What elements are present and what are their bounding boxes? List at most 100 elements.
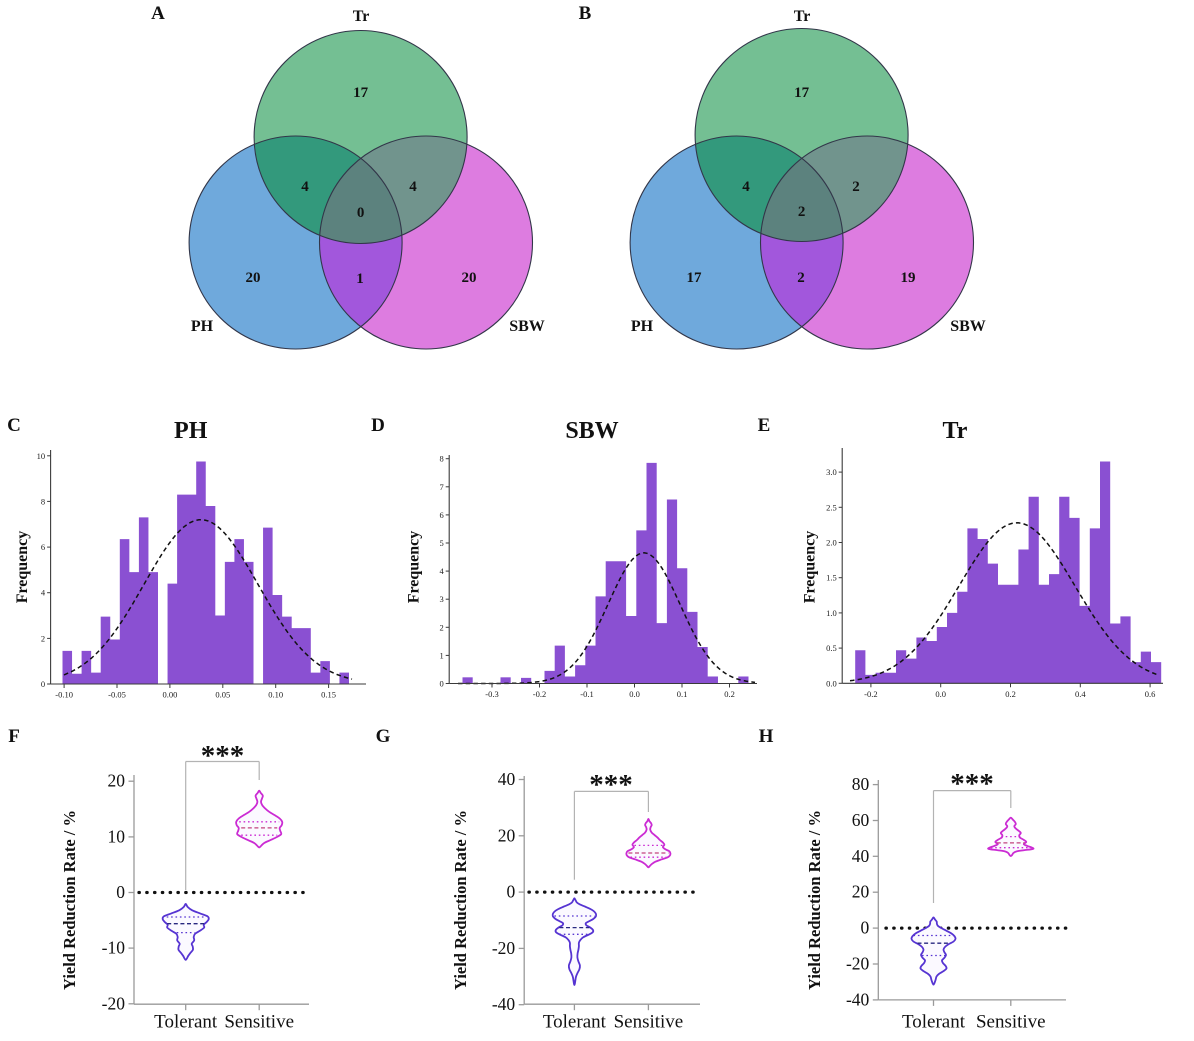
svg-text:F: F — [8, 726, 20, 747]
svg-text:C: C — [7, 415, 21, 436]
svg-text:Sensitive: Sensitive — [614, 1012, 684, 1033]
svg-text:1: 1 — [356, 271, 364, 287]
svg-text:20: 20 — [246, 270, 261, 286]
svg-text:0.05: 0.05 — [215, 690, 230, 700]
svg-text:-0.3: -0.3 — [485, 689, 498, 699]
svg-text:Frequency: Frequency — [406, 531, 423, 604]
svg-text:-10: -10 — [102, 938, 126, 958]
svg-text:2: 2 — [852, 179, 860, 195]
svg-text:4: 4 — [41, 588, 46, 598]
svg-text:0.4: 0.4 — [1075, 689, 1086, 699]
svg-text:Frequency: Frequency — [802, 531, 819, 604]
svg-text:0.0: 0.0 — [826, 678, 837, 688]
svg-text:80: 80 — [852, 774, 870, 794]
svg-text:0: 0 — [357, 205, 365, 221]
svg-text:6: 6 — [439, 510, 443, 520]
svg-text:0: 0 — [41, 679, 45, 689]
svg-text:20: 20 — [462, 270, 477, 286]
svg-text:Tolerant: Tolerant — [543, 1012, 607, 1033]
svg-text:2.0: 2.0 — [826, 538, 837, 548]
svg-text:-20: -20 — [846, 953, 870, 973]
svg-text:-0.2: -0.2 — [864, 689, 877, 699]
svg-text:Yield Reduction Rate / %: Yield Reduction Rate / % — [805, 810, 824, 990]
svg-text:4: 4 — [301, 179, 309, 195]
svg-text:G: G — [376, 726, 391, 747]
svg-text:PH: PH — [174, 418, 208, 444]
svg-text:6: 6 — [41, 542, 45, 552]
svg-text:PH: PH — [631, 318, 654, 335]
svg-text:Frequency: Frequency — [14, 531, 31, 604]
svg-text:-0.2: -0.2 — [533, 689, 546, 699]
svg-text:40: 40 — [852, 846, 870, 866]
svg-text:20: 20 — [852, 882, 870, 902]
svg-text:Sensitive: Sensitive — [976, 1012, 1046, 1033]
svg-text:1.5: 1.5 — [826, 573, 837, 583]
svg-text:2: 2 — [41, 633, 45, 643]
svg-text:17: 17 — [687, 270, 703, 286]
svg-text:SBW: SBW — [509, 318, 545, 335]
svg-text:10: 10 — [108, 826, 126, 846]
svg-text:0: 0 — [116, 882, 125, 902]
svg-text:E: E — [758, 415, 771, 436]
svg-text:D: D — [371, 415, 385, 436]
svg-text:8: 8 — [41, 496, 45, 506]
svg-text:PH: PH — [191, 318, 214, 335]
svg-text:-40: -40 — [492, 994, 516, 1014]
svg-text:SBW: SBW — [565, 418, 618, 444]
svg-text:17: 17 — [353, 85, 369, 101]
svg-text:0.6: 0.6 — [1145, 689, 1156, 699]
svg-text:0.00: 0.00 — [162, 690, 177, 700]
svg-text:0.15: 0.15 — [321, 690, 336, 700]
svg-text:0: 0 — [861, 918, 870, 938]
svg-text:4: 4 — [742, 179, 750, 195]
svg-text:Sensitive: Sensitive — [224, 1012, 294, 1033]
svg-text:0: 0 — [439, 679, 443, 689]
svg-text:Tr: Tr — [943, 418, 968, 444]
svg-text:SBW: SBW — [950, 318, 986, 335]
svg-text:40: 40 — [498, 769, 516, 789]
svg-text:60: 60 — [852, 810, 870, 830]
svg-text:10: 10 — [37, 451, 46, 461]
svg-text:H: H — [759, 726, 774, 747]
svg-text:4: 4 — [409, 179, 417, 195]
svg-text:0.2: 0.2 — [1005, 689, 1016, 699]
svg-text:Tolerant: Tolerant — [902, 1012, 966, 1033]
svg-text:4: 4 — [439, 566, 444, 576]
svg-text:***: *** — [589, 769, 633, 801]
svg-text:5: 5 — [439, 538, 443, 548]
svg-text:***: *** — [950, 768, 994, 800]
svg-text:7: 7 — [439, 482, 443, 492]
svg-text:Yield Reduction Rate / %: Yield Reduction Rate / % — [60, 810, 79, 990]
svg-text:Tr: Tr — [353, 8, 370, 25]
svg-text:0.2: 0.2 — [724, 689, 735, 699]
svg-text:Tolerant: Tolerant — [154, 1012, 218, 1033]
svg-text:1.0: 1.0 — [826, 608, 837, 618]
svg-text:B: B — [579, 3, 592, 24]
svg-text:20: 20 — [108, 771, 126, 791]
svg-text:***: *** — [201, 740, 245, 772]
svg-text:A: A — [151, 3, 165, 24]
svg-text:0.1: 0.1 — [677, 689, 688, 699]
svg-text:-0.10: -0.10 — [55, 690, 73, 700]
svg-text:3: 3 — [439, 594, 443, 604]
svg-text:2: 2 — [797, 270, 805, 286]
svg-text:0: 0 — [506, 882, 515, 902]
svg-text:1: 1 — [439, 650, 443, 660]
svg-text:3.0: 3.0 — [826, 467, 837, 477]
svg-text:17: 17 — [794, 85, 810, 101]
svg-text:-0.05: -0.05 — [108, 690, 126, 700]
svg-text:19: 19 — [901, 270, 916, 286]
svg-text:0.0: 0.0 — [629, 689, 640, 699]
svg-text:8: 8 — [439, 454, 443, 464]
svg-text:Yield Reduction Rate / %: Yield Reduction Rate / % — [451, 810, 470, 990]
svg-text:Tr: Tr — [794, 8, 811, 25]
svg-text:-0.1: -0.1 — [580, 689, 593, 699]
svg-text:0.10: 0.10 — [268, 690, 283, 700]
svg-text:-40: -40 — [846, 989, 870, 1009]
svg-text:20: 20 — [498, 825, 516, 845]
svg-text:2: 2 — [798, 204, 806, 220]
svg-text:2.5: 2.5 — [826, 502, 837, 512]
svg-text:0.0: 0.0 — [935, 689, 946, 699]
svg-text:-20: -20 — [492, 938, 516, 958]
svg-text:0.5: 0.5 — [826, 643, 837, 653]
